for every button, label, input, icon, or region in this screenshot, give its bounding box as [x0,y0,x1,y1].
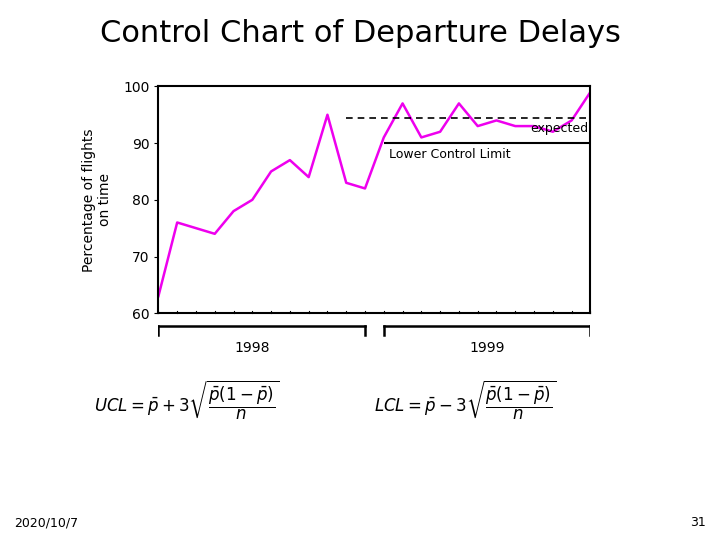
Text: $\mathit{LCL} = \bar{p} - 3\sqrt{\dfrac{\bar{p}(1-\bar{p})}{n}}$: $\mathit{LCL} = \bar{p} - 3\sqrt{\dfrac{… [374,378,557,422]
Text: expected: expected [531,122,588,135]
Y-axis label: Percentage of flights
on time: Percentage of flights on time [81,128,112,272]
Text: 31: 31 [690,516,706,529]
Text: Control Chart of Departure Delays: Control Chart of Departure Delays [99,19,621,48]
Text: Lower Control Limit: Lower Control Limit [390,147,511,160]
Text: 2020/10/7: 2020/10/7 [14,516,78,529]
Text: 1999: 1999 [469,341,505,355]
Text: $\mathit{UCL} = \bar{p} + 3\sqrt{\dfrac{\bar{p}(1-\bar{p})}{n}}$: $\mathit{UCL} = \bar{p} + 3\sqrt{\dfrac{… [94,378,279,422]
Text: 1998: 1998 [235,341,270,355]
